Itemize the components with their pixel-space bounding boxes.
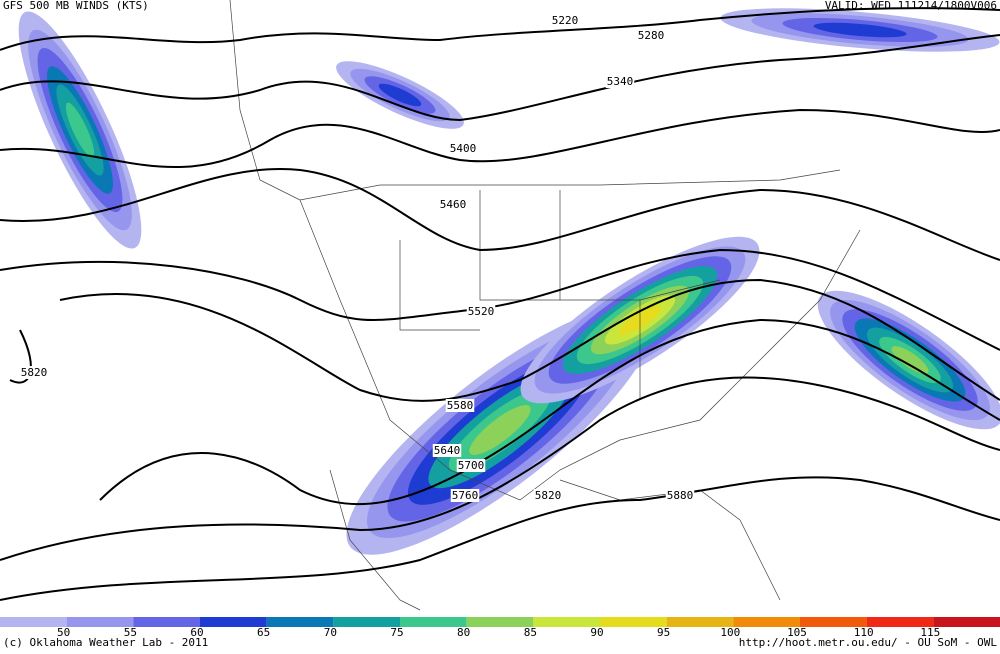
legend-label: 110 [854, 626, 874, 639]
jet-band [891, 346, 929, 374]
legend-swatch [333, 617, 400, 627]
label-bg [636, 29, 666, 42]
valid-time: VALID: WED 111214/1800V006 [825, 0, 997, 12]
legend-label: 115 [920, 626, 940, 639]
legend-swatch [0, 617, 67, 627]
legend-label: 80 [457, 626, 470, 639]
label-bg [19, 366, 49, 379]
url: http://hoot.metr.ou.edu/ - OU SoM - OWL [739, 636, 998, 649]
contour-label: 5820 [21, 366, 48, 379]
legend-label: 90 [590, 626, 603, 639]
color-legend: 50 55 60 65 70 75 80 85 90 95 100 105 110 115 [0, 617, 1000, 639]
label-bg [450, 489, 480, 502]
contour [0, 7, 1000, 51]
label-bg [448, 142, 478, 155]
legend-swatch [200, 617, 267, 627]
border [229, 0, 841, 201]
contour-label: 5880 [667, 489, 694, 502]
border [399, 190, 721, 400]
jet-band [813, 22, 907, 38]
label-bg [533, 489, 563, 502]
jet-band [469, 405, 531, 455]
legend-swatch [266, 617, 334, 627]
contour-label: 5460 [440, 198, 467, 211]
contour-label: 5580 [447, 399, 474, 412]
legend-swatch [866, 617, 934, 627]
jet-band [378, 83, 422, 107]
legend-swatch [800, 617, 867, 627]
label-bg [438, 198, 468, 211]
border [299, 199, 861, 501]
legend-swatch [133, 617, 200, 627]
label-bg [466, 305, 496, 318]
label-bg [665, 489, 695, 502]
borders [229, 0, 861, 611]
legend-label: 65 [257, 626, 270, 639]
contour-label: 5280 [638, 29, 665, 42]
contour-label: 5700 [458, 459, 485, 472]
legend-swatch [66, 617, 134, 627]
label-bg [432, 444, 462, 457]
legend-label: 55 [124, 626, 137, 639]
legend-swatch [533, 617, 600, 627]
legend-label: 60 [190, 626, 203, 639]
label-bg [605, 75, 635, 88]
legend-swatch [466, 617, 534, 627]
legend-swatch [666, 617, 734, 627]
credit: (c) Oklahoma Weather Lab - 2011 [3, 636, 208, 649]
contour [0, 34, 1000, 122]
contour-label: 5640 [434, 444, 461, 457]
legend-label: 95 [657, 626, 670, 639]
label-bg [550, 14, 580, 27]
legend-label: 70 [324, 626, 337, 639]
legend-label: 100 [720, 626, 740, 639]
contour [0, 376, 1000, 561]
contour-label: 5520 [468, 305, 495, 318]
legend-swatch [400, 617, 467, 627]
contour-labels: 5220 5280 5340 5400 5460 5520 5580 5640 5700 5760… [19, 14, 695, 502]
contour [99, 318, 1000, 506]
contour [0, 168, 1000, 261]
contour-label: 5820 [535, 489, 562, 502]
legend-label: 50 [57, 626, 70, 639]
contour-label: 5760 [452, 489, 479, 502]
legend-swatch [933, 617, 1000, 627]
label-bg [445, 399, 475, 412]
legend-swatch [733, 617, 800, 627]
contour [0, 108, 1000, 169]
contour-label: 5340 [607, 75, 634, 88]
contour-label: 5400 [450, 142, 477, 155]
legend-label: 75 [390, 626, 403, 639]
legend-swatch [600, 617, 667, 627]
label-bg [456, 459, 486, 472]
title: GFS 500 MB WINDS (KTS) [3, 0, 149, 12]
height-contours [0, 7, 1000, 601]
contour-label: 5220 [552, 14, 579, 27]
jet-band [65, 102, 95, 158]
legend-label: 105 [787, 626, 807, 639]
legend-label: 85 [524, 626, 537, 639]
contour [0, 476, 1000, 601]
